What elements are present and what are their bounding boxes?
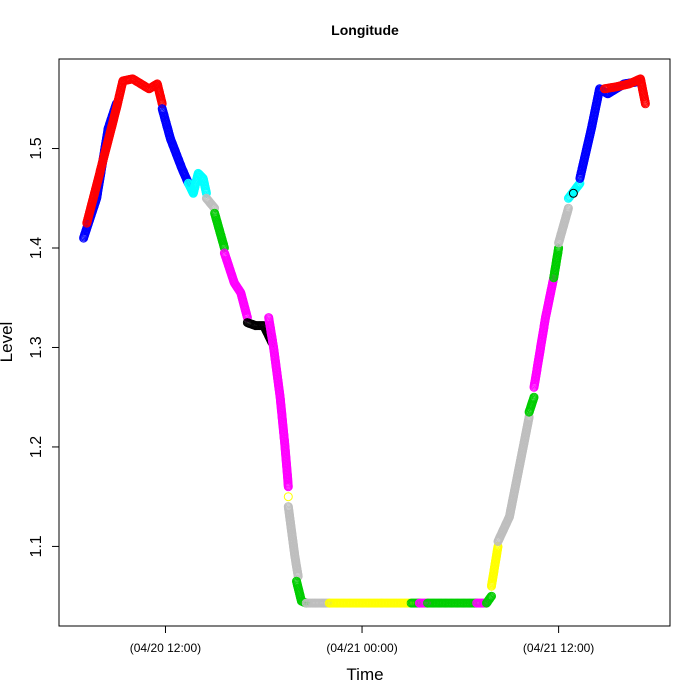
plot-frame <box>58 58 671 627</box>
data-point <box>283 492 293 502</box>
data-point <box>485 594 495 604</box>
y-axis: 1.1 1.2 1.3 1.4 1.5 <box>28 137 59 558</box>
y-tick-label: 1.1 <box>28 535 45 557</box>
data-point <box>640 99 650 109</box>
data-point <box>529 392 539 402</box>
x-axis-label: Time <box>346 665 383 684</box>
data-point <box>568 188 578 198</box>
data-point <box>485 593 495 603</box>
data-point <box>210 203 220 213</box>
x-axis: (04/20 12:00) (04/21 00:00) (04/21 12:00) <box>130 626 594 655</box>
data-point <box>486 592 496 602</box>
y-tick-label: 1.5 <box>28 137 45 159</box>
y-axis-label: Level <box>0 322 16 363</box>
data-point <box>563 203 573 213</box>
x-tick-label: (04/20 12:00) <box>130 641 201 655</box>
y-tick-label: 1.3 <box>28 336 45 358</box>
data-point <box>283 482 293 492</box>
y-tick-label: 1.4 <box>28 237 45 259</box>
y-tick-label: 1.2 <box>28 436 45 458</box>
x-tick-label: (04/21 12:00) <box>523 641 594 655</box>
data-points <box>79 74 650 608</box>
data-point <box>242 313 252 323</box>
data-point <box>487 591 496 601</box>
chart-title: Longitude <box>331 22 399 38</box>
x-tick-label: (04/21 00:00) <box>326 641 397 655</box>
